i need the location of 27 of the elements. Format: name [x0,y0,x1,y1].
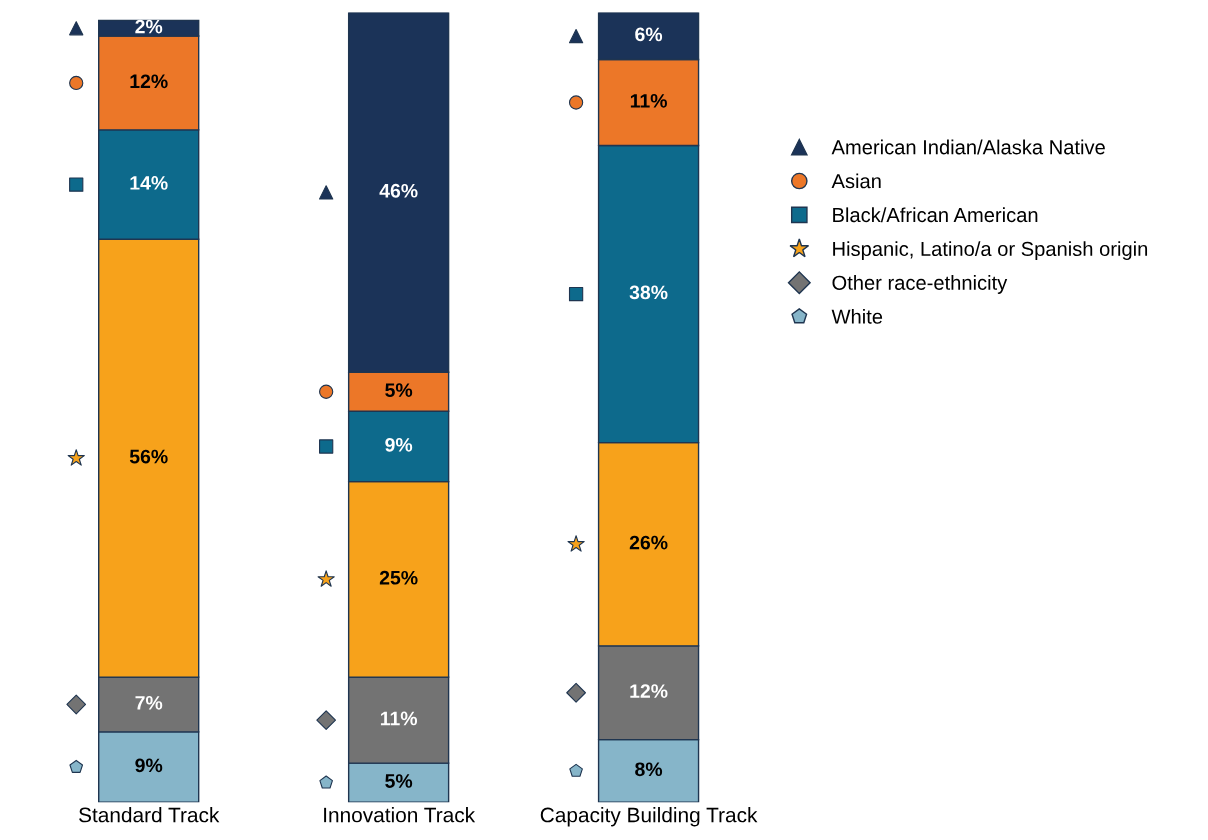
data-label: 38% [629,285,668,300]
data-label: 11% [380,711,418,726]
data-label: 26% [629,535,668,550]
data-label: 2% [135,19,163,34]
data-label: 5% [385,774,413,788]
x-tick-label: Standard Track [79,807,220,823]
data-label: 11% [630,94,667,108]
x-tick-label: Capacity Building Track [540,807,758,827]
data-label: 14% [130,176,168,190]
legend-label: Other race-ethnicity [832,275,1008,294]
data-label: 8% [635,762,663,777]
legend-label: White [831,308,883,324]
data-label: 25% [379,570,418,585]
data-label: 12% [130,74,168,89]
legend-label: Asian [831,173,881,189]
data-label: 12% [630,684,668,698]
legend-label: American Indian/Alaska Native [831,139,1105,155]
legend-label: Hispanic, Latino/a or Spanish origin [833,241,1148,261]
data-label: 56% [129,449,168,464]
data-label: 9% [135,758,163,773]
data-label: 5% [385,383,413,397]
data-label: 46% [379,183,418,198]
data-label: 7% [135,695,163,710]
data-label: 9% [385,437,413,452]
x-tick-label: Innovation Track [324,807,476,823]
legend-label: Black/African American [833,207,1038,223]
data-label: 6% [635,27,663,42]
